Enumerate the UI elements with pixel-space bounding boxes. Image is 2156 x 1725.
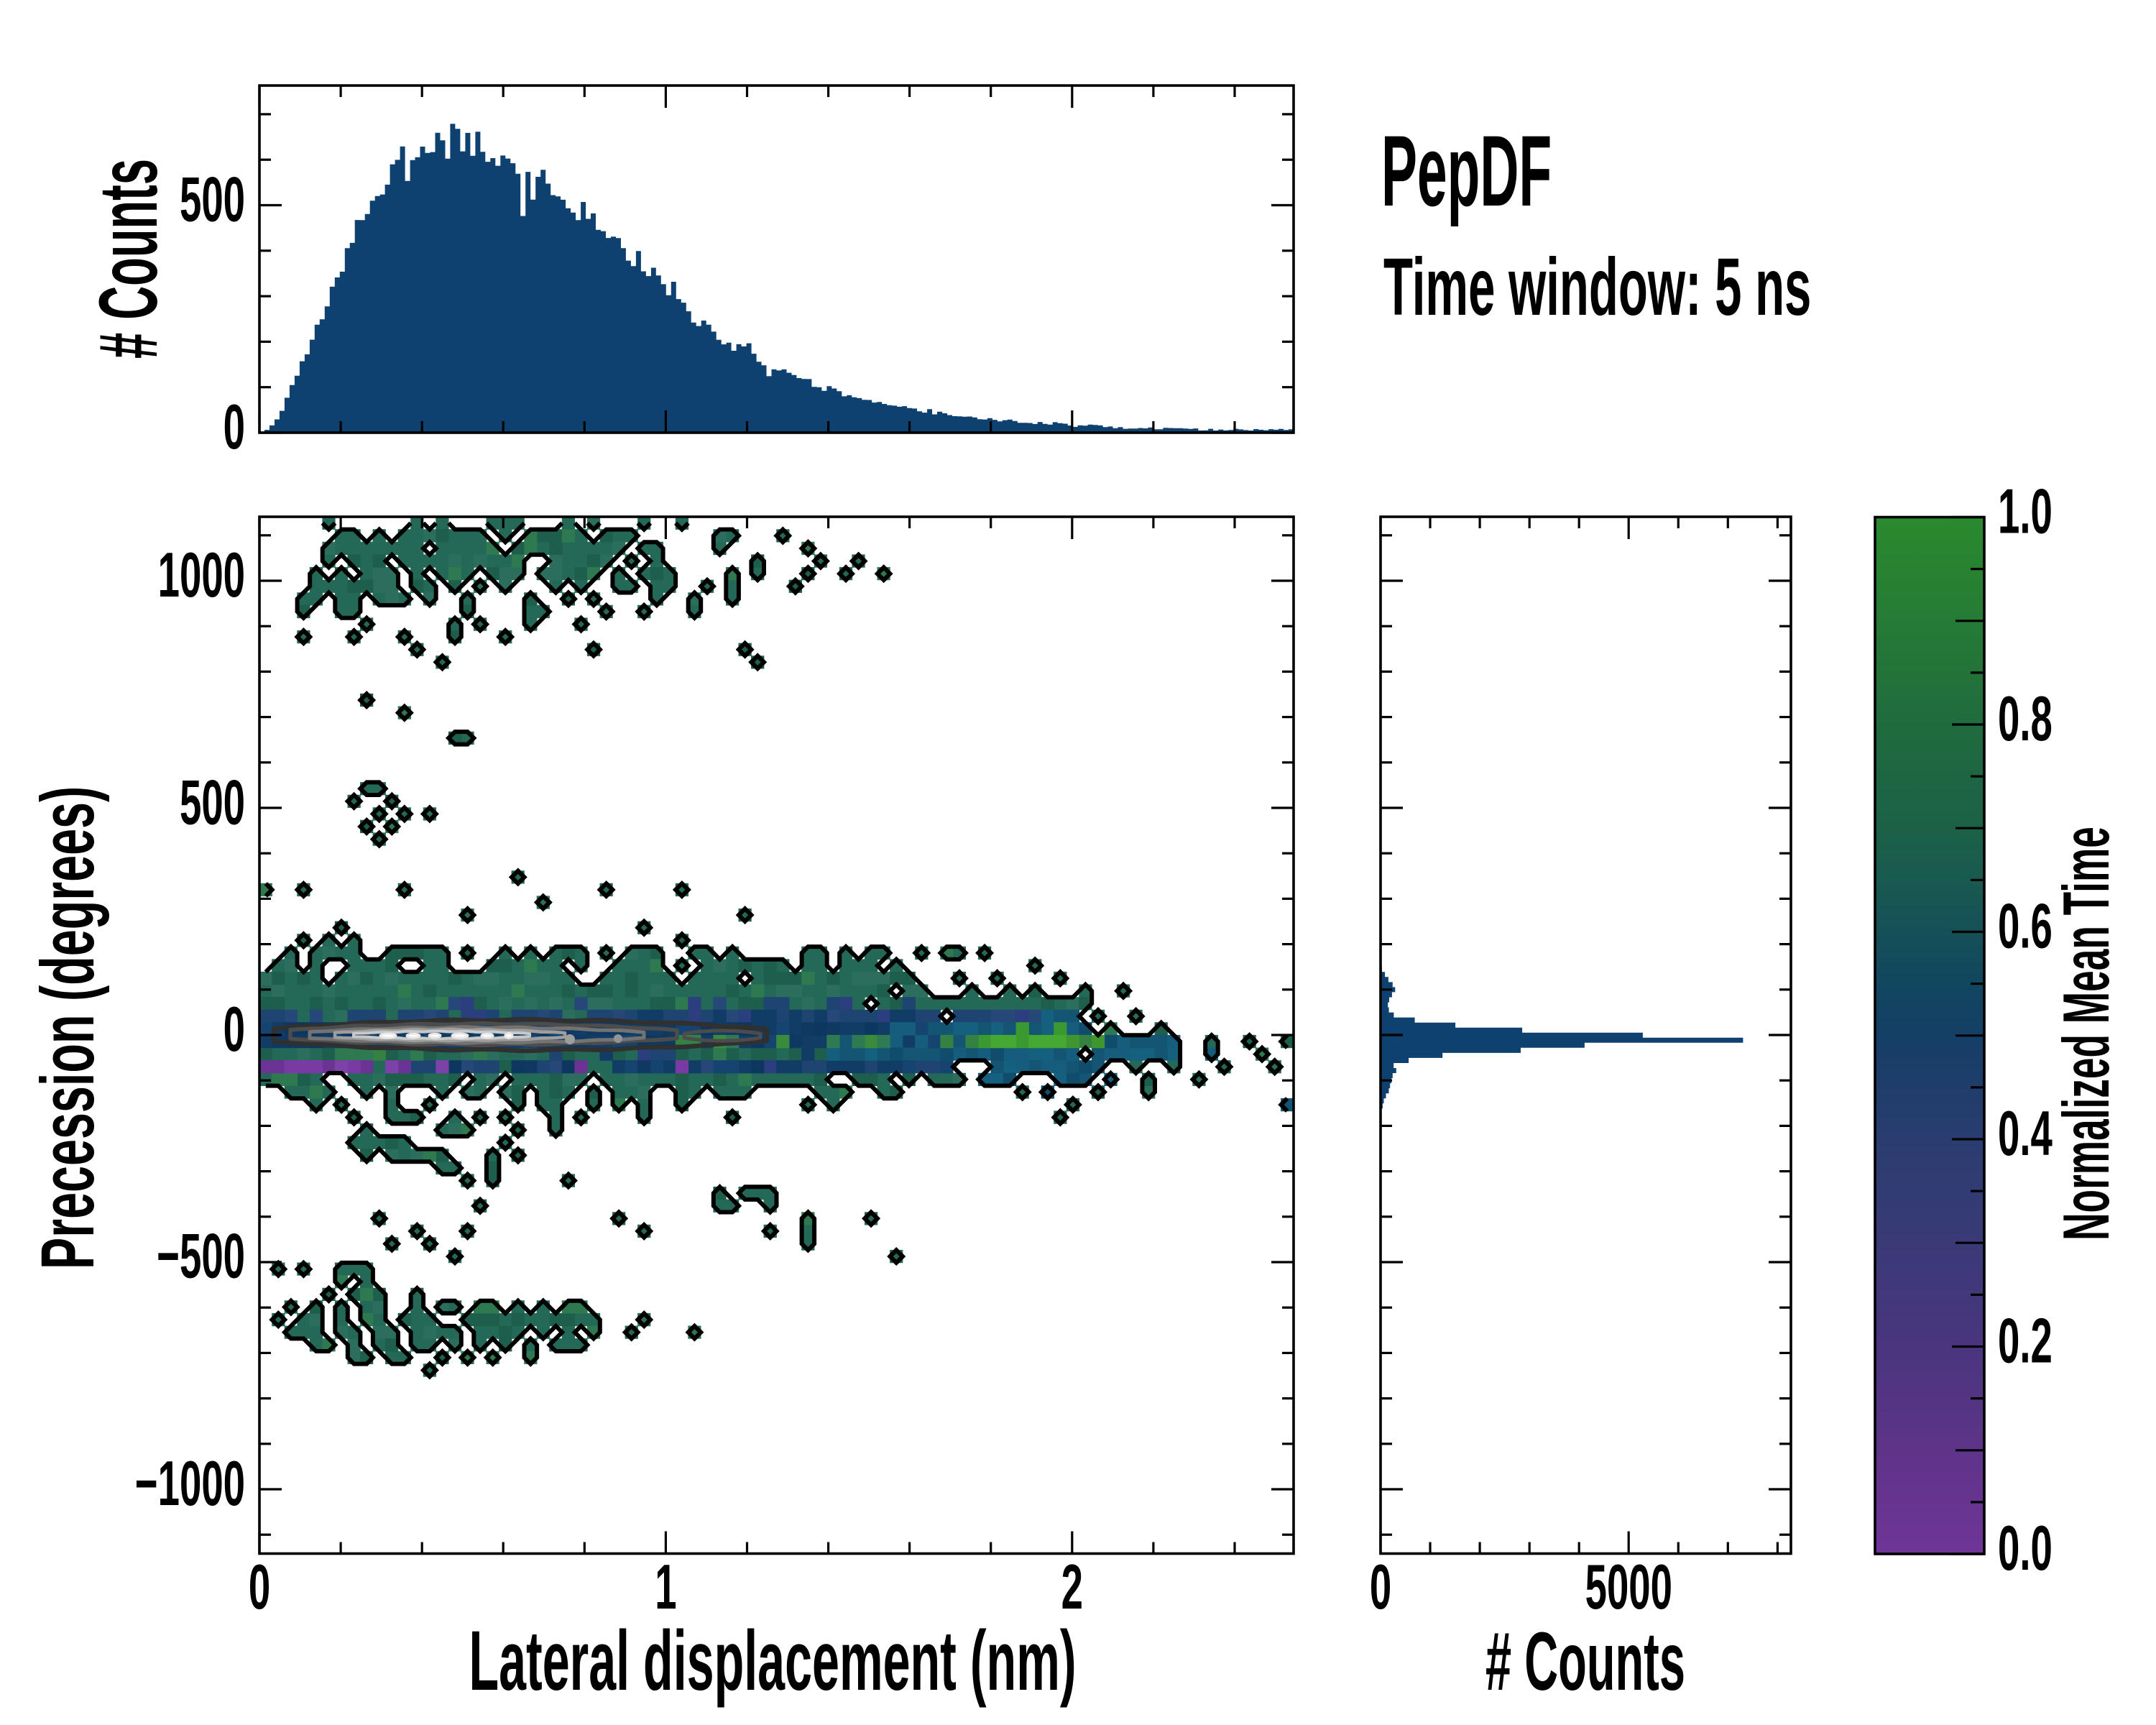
svg-text:Time window: 5 ns: Time window: 5 ns	[1383, 242, 1811, 332]
svg-text:1000: 1000	[158, 540, 245, 611]
svg-text:0.6: 0.6	[1998, 891, 2053, 962]
svg-text:0.4: 0.4	[1998, 1098, 2053, 1169]
svg-text:0.8: 0.8	[1998, 684, 2053, 755]
svg-text:0: 0	[224, 392, 245, 463]
svg-text:−1000: −1000	[135, 1448, 245, 1519]
svg-text:0.2: 0.2	[1998, 1305, 2053, 1376]
svg-text:0: 0	[224, 994, 245, 1065]
svg-text:500: 500	[180, 767, 245, 838]
svg-text:0.0: 0.0	[1998, 1513, 2053, 1584]
svg-text:0: 0	[1370, 1552, 1391, 1623]
svg-text:−500: −500	[157, 1220, 245, 1292]
svg-text:500: 500	[180, 164, 245, 235]
svg-text:# Counts: # Counts	[1485, 1614, 1685, 1707]
svg-text:Precession (degrees): Precession (degrees)	[24, 786, 109, 1269]
svg-text:PepDF: PepDF	[1381, 114, 1552, 227]
svg-text:Normalized Mean Time: Normalized Mean Time	[2050, 827, 2122, 1241]
svg-text:Lateral displacement (nm): Lateral displacement (nm)	[469, 1614, 1076, 1708]
svg-text:# Counts: # Counts	[81, 159, 174, 359]
svg-text:1.0: 1.0	[1998, 476, 2053, 547]
svg-text:2: 2	[1061, 1552, 1083, 1623]
svg-text:0: 0	[249, 1552, 270, 1623]
svg-text:1: 1	[655, 1552, 676, 1623]
svg-text:5000: 5000	[1585, 1552, 1672, 1623]
